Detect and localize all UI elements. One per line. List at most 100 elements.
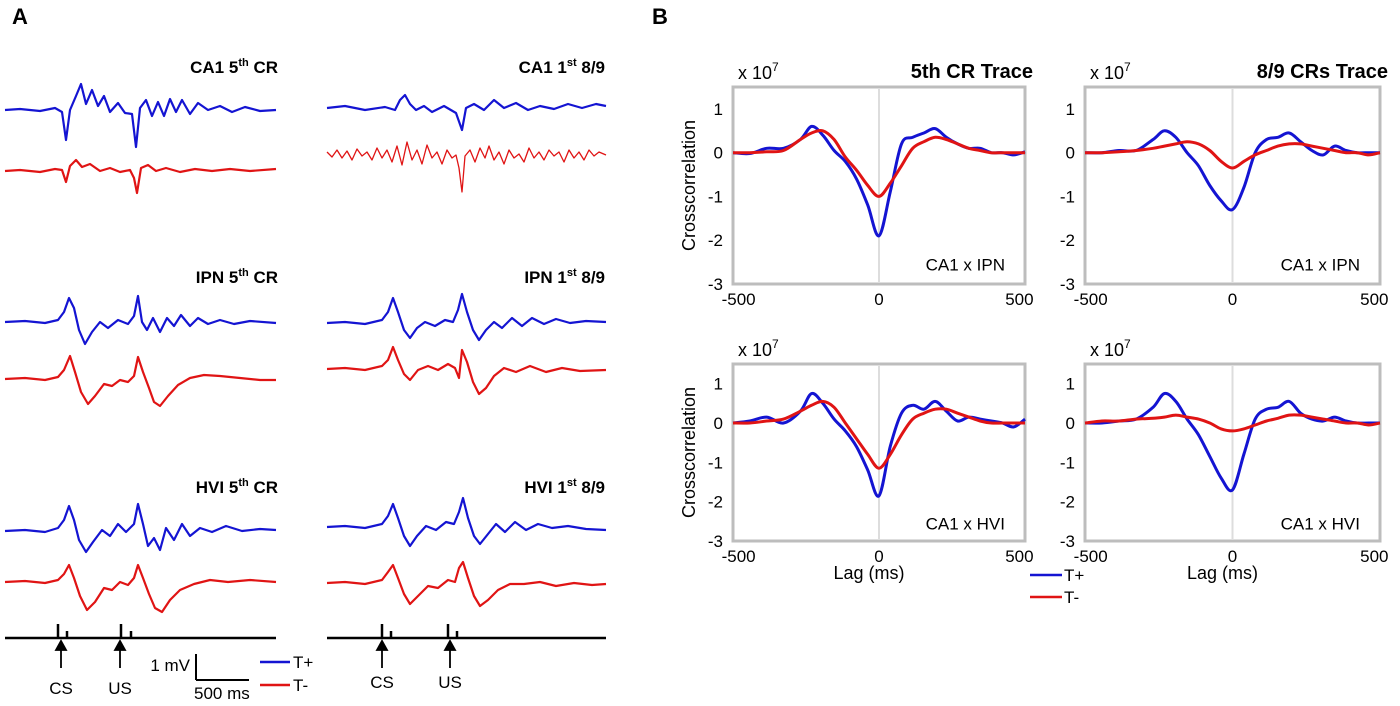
- chart-title: 5th CR Trace: [911, 61, 1033, 83]
- x-axis-label: Lag (ms): [833, 563, 904, 583]
- x-tick-label: -500: [722, 547, 756, 566]
- trace-ca1-5th-t-minus: [4, 158, 277, 195]
- cs-label-right: CS: [370, 673, 394, 692]
- y-tick-label: 1: [714, 375, 723, 394]
- x-tick-label: 0: [874, 547, 883, 566]
- exponent-label: x 107: [738, 60, 779, 83]
- y-tick-label: 1: [714, 100, 723, 119]
- series-line-t-plus: [1084, 129, 1380, 212]
- x-tick-label: 0: [1228, 290, 1237, 309]
- scale-bar-amplitude: 1 mV: [150, 656, 190, 675]
- stimulus-timeline-right: [327, 624, 606, 640]
- legend-label-t-plus: T+: [1064, 566, 1084, 585]
- plot-frame: [1083, 362, 1382, 543]
- legend-panel-b: T+ T-: [1030, 566, 1084, 607]
- us-label-right: US: [438, 673, 462, 692]
- x-tick-label: -500: [1074, 547, 1108, 566]
- trace-ca1-8-9-t-plus: [326, 93, 607, 132]
- chart-2: 1 0 -1 -2 -3-500 0 500 x 107 8/9 CRs Trace CA1 x …: [1060, 60, 1389, 309]
- scale-bar-duration: 500 ms: [194, 684, 250, 703]
- trace-title-ipn-5th: IPN 5th CR: [196, 267, 278, 287]
- y-tick-label: -3: [1060, 275, 1075, 294]
- panel-label-a: A: [12, 4, 28, 29]
- x-tick-label: 500: [1360, 547, 1388, 566]
- y-tick-label: -1: [708, 453, 723, 472]
- stimulus-arrows: [54, 639, 457, 668]
- x-tick-label: 0: [1228, 547, 1237, 566]
- chart-1: 1 0 -1 -2 -3-500 0 500 x 107 5th CR Trace CA1 x I…: [679, 60, 1034, 309]
- trace-hvi-5th-t-minus: [4, 563, 277, 614]
- y-tick-label: -1: [1060, 187, 1075, 206]
- trace-title-hvi-5th: HVI 5th CR: [196, 477, 278, 497]
- scale-bar: [195, 654, 249, 681]
- y-tick-label: 0: [714, 144, 723, 163]
- lfp-waveforms: [4, 82, 607, 614]
- legend-label-t-minus: T-: [1064, 588, 1079, 607]
- trace-title-ca1-5th: CA1 5th CR: [190, 57, 278, 77]
- y-tick-label: 0: [714, 414, 723, 433]
- pair-annotation: CA1 x HVI: [1281, 514, 1360, 533]
- y-tick-label: -2: [1060, 493, 1075, 512]
- trace-ipn-8-9-t-plus: [326, 292, 607, 342]
- y-tick-label: 1: [1066, 375, 1075, 394]
- pair-annotation: CA1 x IPN: [926, 255, 1005, 274]
- y-tick-label: -3: [708, 532, 723, 551]
- chart-4: 1 0 -1 -2 -3-500 0 500 x 107 CA1 x HVI Lag (ms): [1060, 337, 1389, 583]
- arrow-up-icon: [443, 639, 457, 651]
- y-tick-label: -2: [708, 231, 723, 250]
- legend-panel-a: T+ T-: [260, 653, 313, 695]
- y-tick-label: -1: [1060, 453, 1075, 472]
- arrow-up-icon: [54, 639, 68, 651]
- trace-hvi-8-9-t-minus: [326, 560, 607, 608]
- exponent-label: x 107: [738, 337, 779, 360]
- exponent-label: x 107: [1090, 60, 1131, 83]
- y-tick-label: -2: [1060, 231, 1075, 250]
- trace-ipn-5th-t-minus: [4, 354, 276, 408]
- legend-label-t-plus: T+: [293, 653, 313, 672]
- trace-ipn-8-9-t-minus: [326, 345, 607, 396]
- x-tick-label: -500: [1074, 290, 1108, 309]
- us-label-left: US: [108, 679, 132, 698]
- series-line-t-minus: [732, 128, 1025, 198]
- plot-frame: [1083, 85, 1382, 286]
- y-tick-label: -1: [708, 187, 723, 206]
- x-tick-label: 0: [874, 290, 883, 309]
- y-tick-label: 1: [1066, 100, 1075, 119]
- series-line-t-plus: [1084, 391, 1380, 493]
- arrow-up-icon: [113, 639, 127, 651]
- trace-title-ipn-8-9: IPN 1st 8/9: [524, 267, 605, 287]
- y-tick-label: -2: [708, 493, 723, 512]
- series-line-t-minus: [732, 399, 1025, 470]
- y-axis-label: Crosscorrelation: [679, 120, 699, 251]
- x-tick-label: -500: [722, 290, 756, 309]
- pair-annotation: CA1 x HVI: [926, 514, 1005, 533]
- x-tick-label: 500: [1005, 290, 1033, 309]
- exponent-label: x 107: [1090, 337, 1131, 360]
- panel-label-b: B: [652, 4, 668, 29]
- x-tick-label: 500: [1005, 547, 1033, 566]
- y-tick-label: 0: [1066, 144, 1075, 163]
- plot-frame: [731, 362, 1027, 543]
- stimulus-timeline-left: [5, 624, 276, 640]
- y-tick-label: -3: [1060, 532, 1075, 551]
- trace-hvi-5th-t-plus: [4, 502, 277, 554]
- arrow-up-icon: [375, 639, 389, 651]
- x-tick-label: 500: [1360, 290, 1388, 309]
- trace-ca1-5th-t-plus: [4, 82, 277, 149]
- pair-annotation: CA1 x IPN: [1281, 255, 1360, 274]
- plot-frame: [731, 85, 1027, 286]
- cs-label-left: CS: [49, 679, 73, 698]
- trace-hvi-8-9-t-plus: [326, 496, 607, 548]
- series-line-t-minus: [1084, 413, 1381, 433]
- trace-ipn-5th-t-plus: [4, 294, 277, 346]
- trace-title-ca1-8-9: CA1 1st 8/9: [519, 57, 605, 77]
- y-axis-label: Crosscorrelation: [679, 387, 699, 518]
- series-line-t-minus: [1084, 140, 1381, 170]
- trace-title-hvi-8-9: HVI 1st 8/9: [524, 477, 605, 497]
- y-tick-label: -3: [708, 275, 723, 294]
- x-axis-label: Lag (ms): [1187, 563, 1258, 583]
- chart-title: 8/9 CRs Trace: [1257, 61, 1388, 83]
- chart-3: 1 0 -1 -2 -3-500 0 500 x 107 CA1 x HVI Crosscorre…: [679, 337, 1034, 583]
